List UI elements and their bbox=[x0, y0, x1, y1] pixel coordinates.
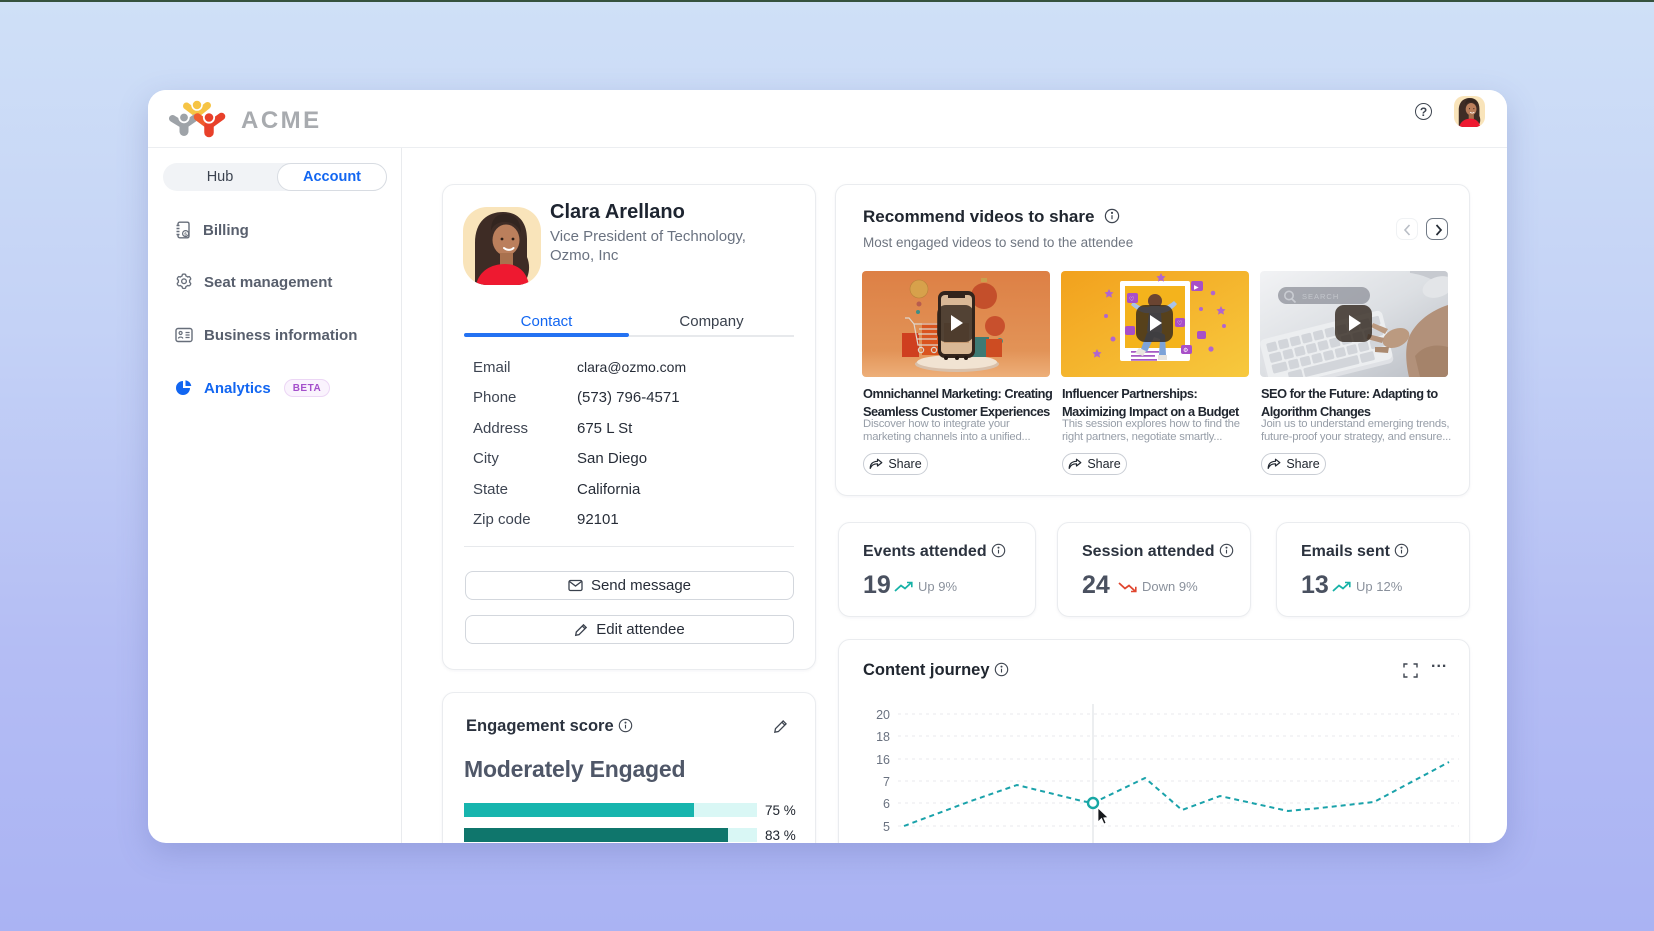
svg-text:20: 20 bbox=[876, 708, 890, 722]
svg-text:♡: ♡ bbox=[1129, 296, 1134, 303]
svg-text:5: 5 bbox=[883, 820, 890, 834]
svg-text:SEARCH: SEARCH bbox=[1302, 292, 1339, 301]
svg-text:▶: ▶ bbox=[1194, 285, 1199, 291]
svg-text:16: 16 bbox=[876, 753, 890, 767]
svg-text:♡: ♡ bbox=[1177, 320, 1182, 327]
svg-text:$: $ bbox=[184, 231, 187, 237]
svg-text:18: 18 bbox=[876, 730, 890, 744]
svg-text:6: 6 bbox=[883, 797, 890, 811]
svg-text:⚙: ⚙ bbox=[1183, 347, 1188, 354]
svg-text:7: 7 bbox=[883, 775, 890, 789]
